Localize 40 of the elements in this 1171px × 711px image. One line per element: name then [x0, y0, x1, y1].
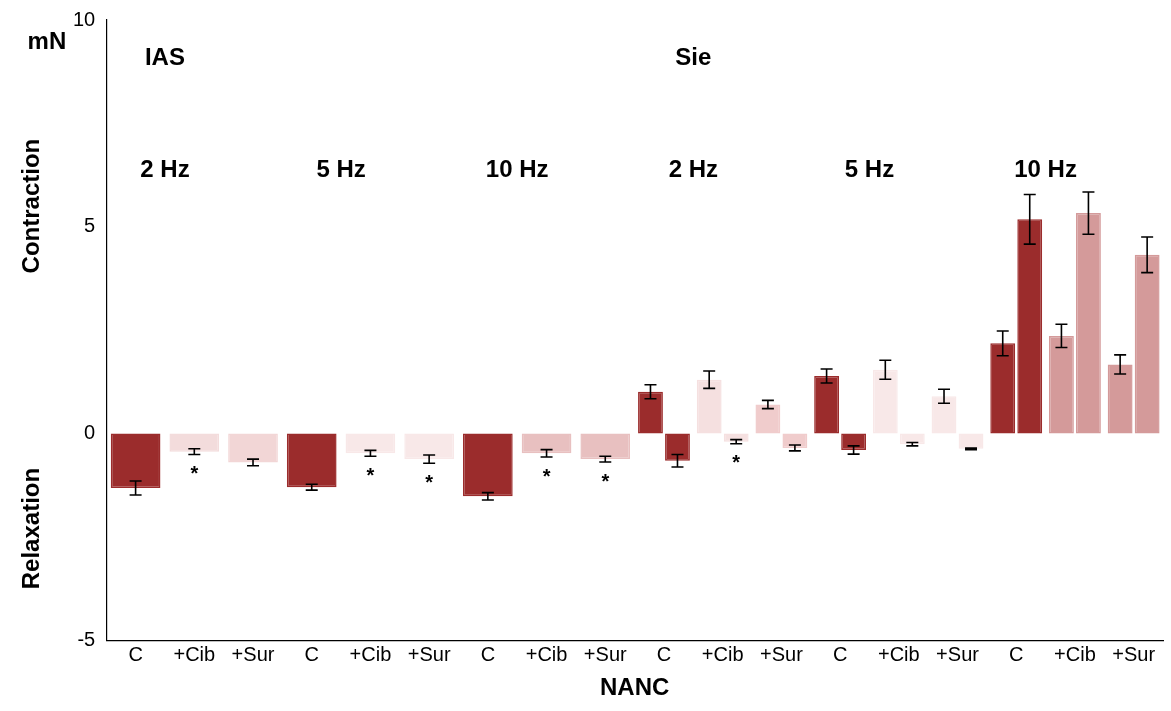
text: Contraction: [16, 138, 44, 274]
x-tick-label: C: [656, 642, 672, 665]
x-tick-label: +Sur: [583, 642, 628, 665]
annotation: IAS: [144, 42, 185, 70]
data-label: *: [366, 463, 375, 486]
y-tick-label: 10: [73, 7, 96, 30]
x-tick-label: +Cib: [525, 642, 568, 665]
annotation: 2 Hz: [140, 154, 190, 182]
annotation: Sie: [675, 42, 712, 70]
annotation: 5 Hz: [844, 154, 895, 182]
y-tick-label: 5: [84, 214, 96, 237]
data-label: *: [190, 462, 199, 485]
x-tick-label: +Sur: [407, 642, 451, 665]
x-tick-label: +Sur: [936, 642, 980, 665]
y-axis-title: mN: [27, 26, 67, 54]
x-tick-label: C: [832, 642, 848, 665]
annotation: 5 Hz: [316, 154, 366, 182]
x-tick-label: +Sur: [1112, 642, 1156, 665]
x-tick-label: +Cib: [701, 642, 744, 665]
y-tick-label: 0: [84, 420, 96, 443]
x-tick-label: +Cib: [349, 642, 392, 665]
x-tick-label: +Cib: [877, 642, 920, 665]
data-label: *: [542, 464, 551, 487]
annotation: 10 Hz: [485, 154, 549, 182]
x-tick-label: C: [304, 642, 319, 665]
x-tick-label: C: [1009, 642, 1024, 665]
x-tick-label: C: [480, 642, 496, 665]
annotation: 2 Hz: [668, 154, 719, 182]
x-tick-label: +Cib: [173, 642, 216, 665]
y-tick-label: -5: [77, 627, 96, 650]
x-tick-label: +Sur: [231, 642, 275, 665]
x-tick-label: +Sur: [759, 642, 804, 665]
x-axis-title: NANC: [599, 673, 670, 701]
data-label: *: [601, 469, 610, 492]
x-tick-label: +Cib: [1054, 642, 1096, 665]
data-label: *: [732, 451, 741, 474]
annotation: 10 Hz: [1014, 154, 1077, 182]
text: Relaxation: [16, 467, 44, 590]
x-tick-label: C: [128, 642, 143, 665]
data-label: *: [425, 470, 434, 493]
